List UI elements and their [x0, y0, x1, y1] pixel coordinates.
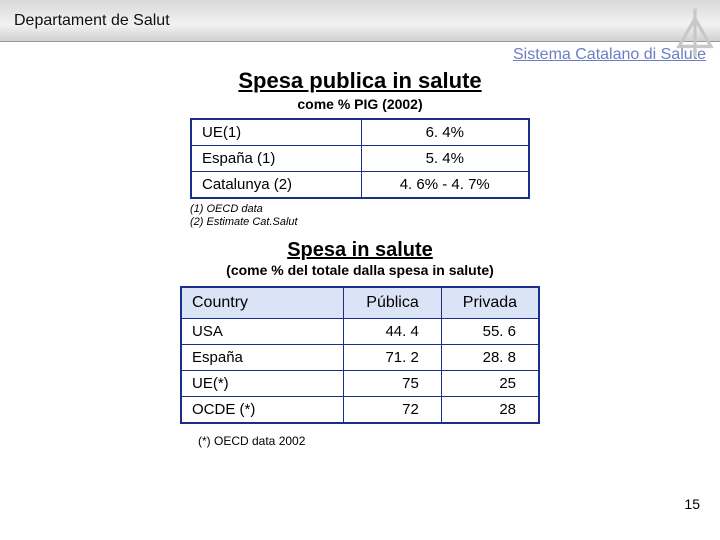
cell-pub: 75: [344, 371, 442, 397]
section2-title: Spesa in salute: [0, 239, 720, 262]
cell-value: 5. 4%: [361, 146, 529, 172]
cell-priv: 28. 8: [441, 345, 539, 371]
col-country: Country: [181, 287, 344, 319]
table-row: España 71. 2 28. 8: [181, 345, 539, 371]
dept-title: Departament de Salut: [14, 12, 170, 30]
cell-priv: 55. 6: [441, 319, 539, 345]
cell-pub: 72: [344, 397, 442, 424]
cell-country: UE(*): [181, 371, 344, 397]
table-row: Catalunya (2) 4. 6% - 4. 7%: [191, 172, 529, 199]
table-row: USA 44. 4 55. 6: [181, 319, 539, 345]
table-row: España (1) 5. 4%: [191, 146, 529, 172]
cell-country: USA: [181, 319, 344, 345]
table-spesa-publica: UE(1) 6. 4% España (1) 5. 4% Catalunya (…: [190, 118, 530, 199]
table-row: UE(*) 75 25: [181, 371, 539, 397]
logo-placeholder: ⏃: [672, 0, 718, 64]
cell-country: España: [181, 345, 344, 371]
page-number: 15: [684, 496, 700, 512]
cell-priv: 25: [441, 371, 539, 397]
cell-value: 6. 4%: [361, 119, 529, 146]
section1-title: Spesa publica in salute: [0, 68, 720, 94]
cell-pub: 44. 4: [344, 319, 442, 345]
footnote-line: (2) Estimate Cat.Salut: [190, 216, 530, 229]
table-spesa-salute: Country Pública Privada USA 44. 4 55. 6 …: [180, 286, 540, 424]
cell-country: OCDE (*): [181, 397, 344, 424]
cell-label: España (1): [191, 146, 361, 172]
col-publica: Pública: [344, 287, 442, 319]
table-row: UE(1) 6. 4%: [191, 119, 529, 146]
cell-priv: 28: [441, 397, 539, 424]
system-subtitle: Sistema Catalano di Salute: [0, 42, 720, 66]
col-privada: Privada: [441, 287, 539, 319]
cell-value: 4. 6% - 4. 7%: [361, 172, 529, 199]
section2-footnote: (*) OECD data 2002: [180, 434, 540, 448]
header-band: Departament de Salut: [0, 0, 720, 42]
section1-footnote: (1) OECD data (2) Estimate Cat.Salut: [190, 203, 530, 229]
cell-label: Catalunya (2): [191, 172, 361, 199]
section1-subtitle: come % PIG (2002): [0, 96, 720, 112]
cell-pub: 71. 2: [344, 345, 442, 371]
cell-label: UE(1): [191, 119, 361, 146]
section2-subtitle: (come % del totale dalla spesa in salute…: [0, 262, 720, 278]
footnote-line: (1) OECD data: [190, 203, 530, 216]
table-row: OCDE (*) 72 28: [181, 397, 539, 424]
table-header-row: Country Pública Privada: [181, 287, 539, 319]
